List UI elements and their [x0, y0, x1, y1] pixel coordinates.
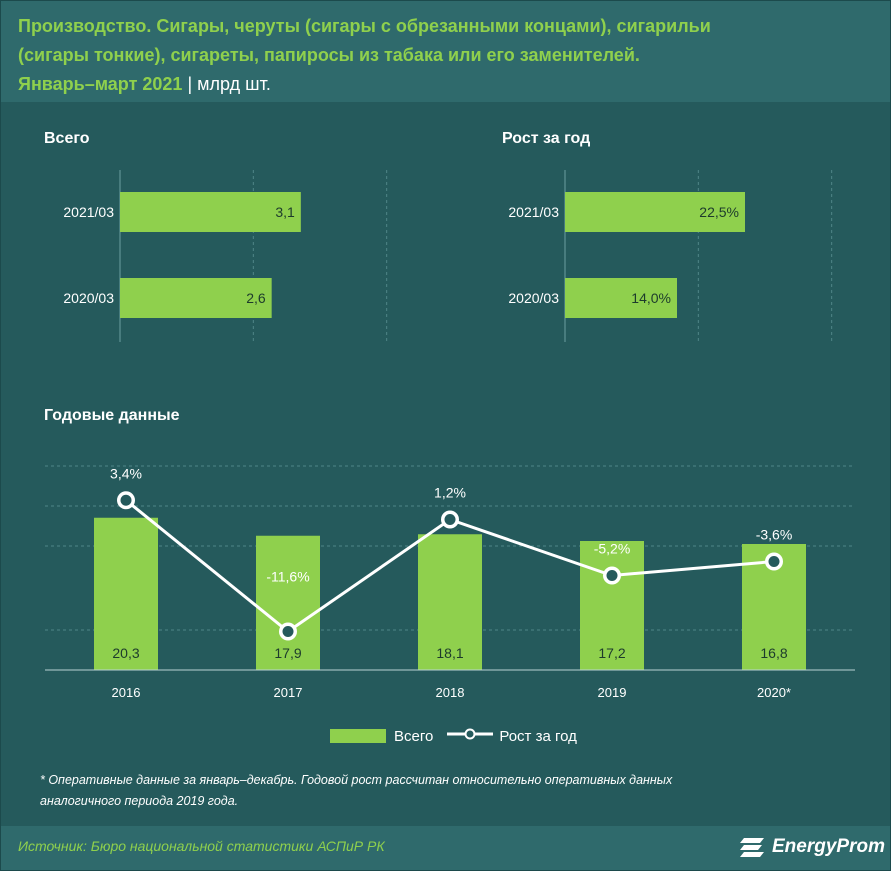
legend-bar-label: Всего — [394, 727, 434, 745]
footnote: * Оперативные данные за январь–декабрь. … — [40, 770, 860, 812]
chart-title: Производство. Сигары, черуты (сигары с о… — [18, 12, 868, 99]
legend-line-label: Рост за год — [499, 727, 577, 745]
title-period: Январь–март 2021 — [18, 74, 183, 94]
total-value-label: 2,6 — [246, 290, 266, 306]
total-bar — [120, 278, 272, 318]
annual-category-label: 2019 — [598, 685, 627, 700]
annual-growth-marker-hole — [120, 494, 132, 506]
footnote-line-2: аналогичного периода 2019 года. — [40, 794, 239, 808]
annual-growth-marker-hole — [282, 626, 294, 637]
annual-category-label: 2020* — [757, 685, 791, 700]
total-value-label: 3,1 — [275, 204, 295, 220]
footnote-line-1: * Оперативные данные за январь–декабрь. … — [40, 773, 673, 787]
growth-bar — [565, 278, 677, 318]
annual-combo-chart: 20,3 2016 17,9 2017 18,1 2018 17,2 2019 16,8 2020… — [45, 465, 855, 700]
title-separator: | — [187, 74, 193, 94]
annual-bar — [256, 535, 320, 670]
brand-name: EnergyProm — [772, 836, 885, 857]
growth-bar-chart: 2021/03 22,5% 2020/03 14,0% — [508, 170, 833, 342]
total-category-label: 2020/03 — [63, 290, 114, 306]
growth-category-label: 2021/03 — [508, 204, 559, 220]
annual-growth-value-label: 3,4% — [110, 465, 142, 481]
growth-value-label: 14,0% — [631, 290, 671, 306]
growth-section-label: Рост за год — [502, 130, 591, 147]
growth-value-label: 22,5% — [699, 204, 739, 220]
annual-bar — [418, 534, 482, 670]
annual-growth-value-label: 1,2% — [434, 485, 466, 501]
brand-logo: EnergyProm — [740, 832, 885, 862]
annual-growth-marker-hole — [768, 556, 780, 567]
annual-category-label: 2016 — [112, 685, 141, 700]
growth-bar — [565, 192, 745, 232]
legend-line-swatch — [447, 726, 494, 746]
total-section-label: Всего — [44, 130, 90, 147]
annual-bar-value-label: 20,3 — [112, 645, 139, 661]
annual-category-label: 2018 — [436, 685, 465, 700]
annual-growth-value-label: -3,6% — [756, 527, 793, 543]
annual-section-label: Годовые данные — [44, 407, 180, 424]
title-line-2: (сигары тонкие), сигареты, папиросы из т… — [18, 45, 640, 65]
total-category-label: 2021/03 — [63, 204, 114, 220]
title-line-3: Январь–март 2021 | млрд шт. — [18, 70, 868, 99]
annual-bar-value-label: 18,1 — [436, 645, 463, 661]
annual-bar-value-label: 16,8 — [760, 645, 787, 661]
growth-category-label: 2020/03 — [508, 290, 559, 306]
annual-bar-value-label: 17,9 — [274, 645, 301, 661]
annual-growth-marker-hole — [606, 570, 618, 581]
total-bar-chart: 2021/03 3,1 2020/03 2,6 — [63, 170, 388, 342]
legend-bar-swatch — [330, 729, 386, 743]
annual-growth-value-label: -5,2% — [594, 541, 631, 557]
annual-category-label: 2017 — [274, 685, 303, 700]
annual-growth-value-label: -11,6% — [266, 569, 309, 585]
legend: Всего Рост за год — [330, 724, 577, 748]
annual-growth-marker-hole — [444, 514, 456, 525]
annual-bar — [580, 541, 644, 670]
annual-bar — [94, 517, 158, 670]
title-unit: млрд шт. — [197, 74, 271, 94]
title-band — [0, 0, 891, 102]
total-bar — [120, 192, 301, 232]
brand-icon — [740, 838, 764, 857]
source-text: Источник: Бюро национальной статистики А… — [18, 838, 385, 854]
title-line-1: Производство. Сигары, черуты (сигары с о… — [18, 16, 711, 36]
annual-bar-value-label: 17,2 — [598, 645, 625, 661]
